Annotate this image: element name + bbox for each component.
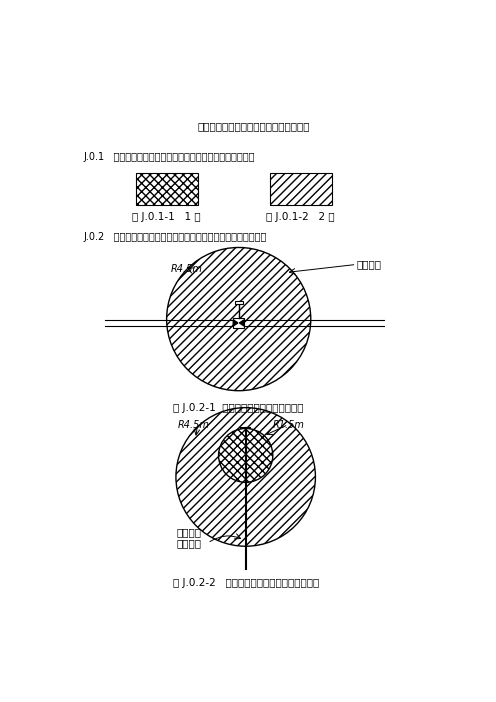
Bar [235,300,243,305]
Text: 图 J.0.2-1  通风良好区域的焊接连接阀门: 图 J.0.2-1 通风良好区域的焊接连接阀门 [174,403,304,413]
Bar [270,173,332,205]
Text: 图 J.0.1-2   2 区: 图 J.0.1-2 2 区 [266,212,335,222]
Text: J.0.1   爆炸危险区域划分的表示方法宜符合下列图示的规定：: J.0.1 爆炸危险区域划分的表示方法宜符合下列图示的规定： [84,152,255,162]
Circle shape [176,408,315,546]
Polygon shape [240,320,244,326]
Text: R1.5m: R1.5m [273,420,305,430]
Text: J.0.2   工艺阀门及设备爆炸危险区域划分应符合下列图示的规定：: J.0.2 工艺阀门及设备爆炸危险区域划分应符合下列图示的规定： [84,232,267,241]
Text: 图 J.0.2-2   通风良好区域的放空立管或放散管: 图 J.0.2-2 通风良好区域的放空立管或放散管 [173,578,319,588]
Text: 焊接阀门: 焊接阀门 [357,260,381,270]
Circle shape [167,248,311,391]
Text: R4.5m: R4.5m [178,420,209,430]
Bar [135,173,197,205]
Text: R4.5m: R4.5m [171,264,202,274]
Text: 输气站及阀室爆炸危险区域划分推荐做法: 输气站及阀室爆炸危险区域划分推荐做法 [198,121,310,131]
Bar [233,317,244,329]
Text: 图 J.0.1-1   1 区: 图 J.0.1-1 1 区 [132,212,201,222]
Polygon shape [233,320,238,326]
Circle shape [219,428,273,482]
Text: 放空立管: 放空立管 [177,527,202,537]
Text: 或放散管: 或放散管 [177,538,202,548]
